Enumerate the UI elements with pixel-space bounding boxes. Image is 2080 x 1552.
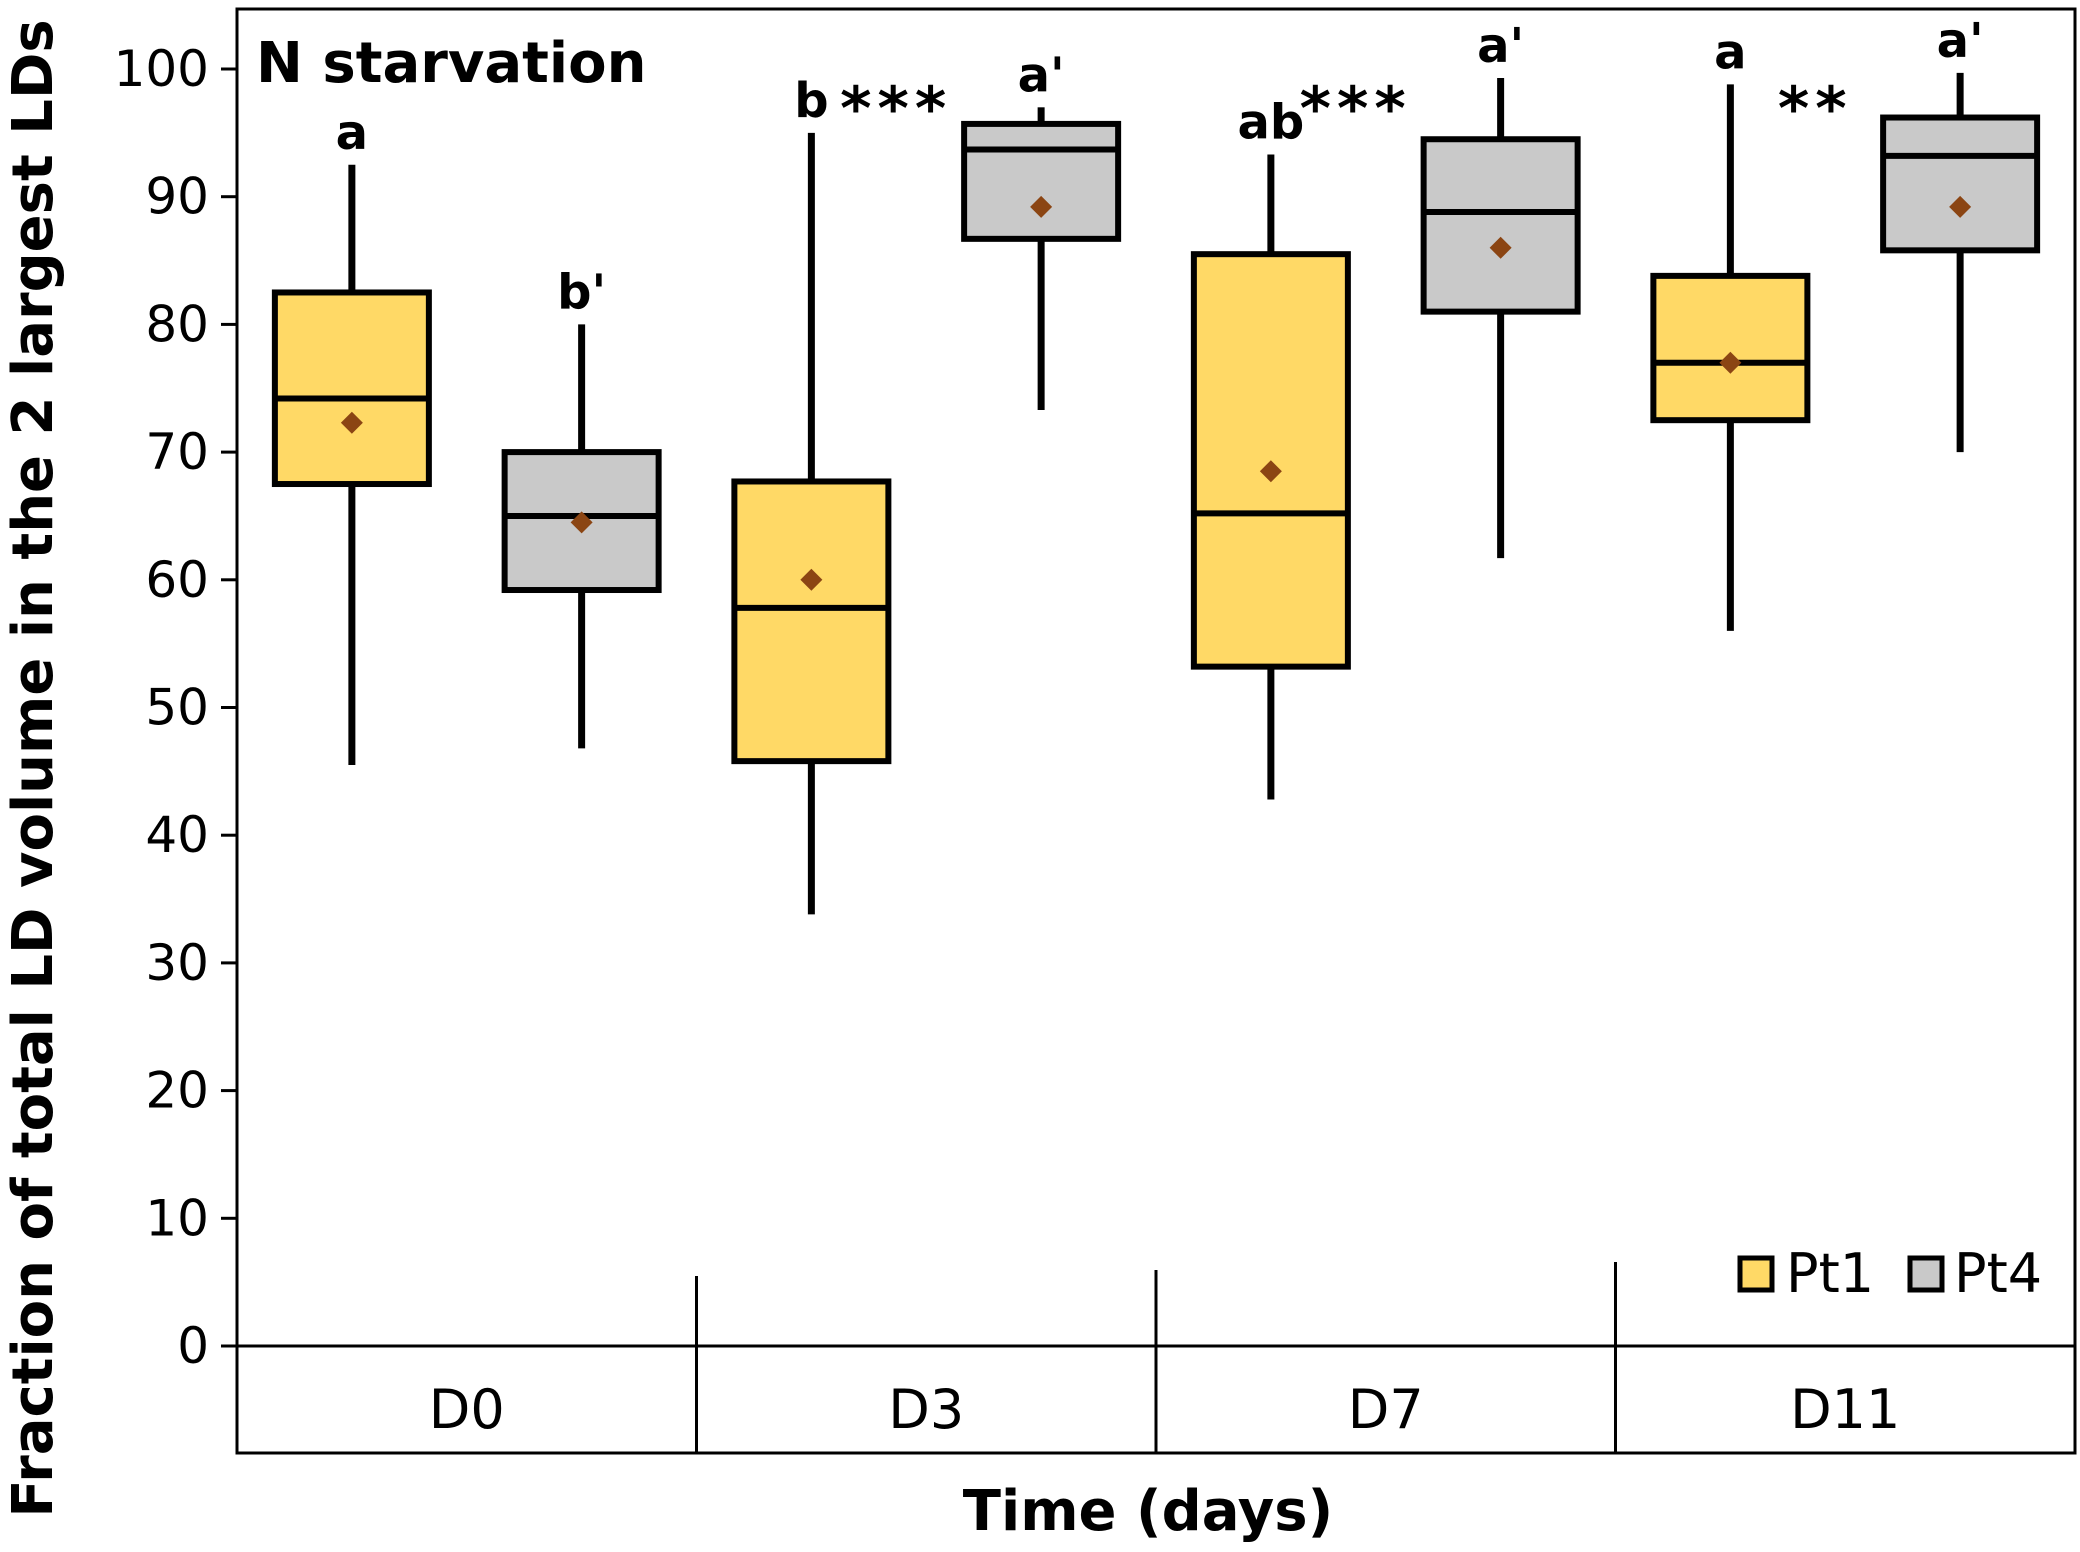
legend-label-pt4: Pt4 (1954, 1242, 2042, 1305)
significance-letter: a (1714, 24, 1746, 80)
legend: Pt1 Pt4 (1737, 1242, 2042, 1305)
legend-swatch-pt1 (1737, 1255, 1775, 1293)
y-tick-label: 20 (145, 1062, 209, 1120)
box-pt4-d0 (501, 324, 662, 749)
y-tick-label: 30 (145, 934, 209, 992)
box-pt4-d3 (961, 107, 1122, 410)
mean-marker (570, 511, 593, 534)
mean-marker (800, 568, 823, 591)
legend-label-pt1: Pt1 (1786, 1242, 1874, 1305)
y-axis-title: Fraction of total LD volume in the 2 lar… (1, 0, 66, 1518)
box-pt4-d7 (1420, 77, 1581, 559)
y-tick-label: 80 (145, 295, 209, 353)
significance-letter: a' (1937, 13, 1984, 69)
x-category-label: D7 (1348, 1378, 1424, 1441)
box-iqr (1880, 114, 2041, 254)
y-tick-label: 10 (145, 1189, 209, 1247)
significance-letter: a (336, 105, 368, 161)
x-category-label: D11 (1790, 1378, 1900, 1441)
box-pt4-d11 (1880, 72, 2041, 453)
x-axis-title: Time (days) (963, 1479, 1333, 1544)
box-iqr (501, 449, 662, 594)
mean-marker (1489, 236, 1512, 259)
box-iqr (731, 478, 892, 765)
box-pt1-d7 (1190, 154, 1351, 800)
box-iqr (271, 289, 432, 488)
box-layer (271, 72, 2041, 915)
axis-layer: 0 10 20 30 40 50 60 70 80 90 100 D0 D3 D7 D11 (114, 40, 2075, 1453)
box-iqr (961, 120, 1122, 242)
significance-stars: ** (1778, 74, 1853, 144)
box-pt1-d0 (271, 164, 432, 765)
x-category-label: D0 (429, 1378, 505, 1441)
significance-stars: *** (840, 74, 952, 144)
mean-marker (1949, 195, 1972, 218)
significance-letter: b (794, 73, 828, 129)
y-tick-label: 0 (177, 1317, 209, 1375)
significance-letter: a' (1477, 18, 1524, 74)
mean-marker (1259, 460, 1282, 483)
y-tick-label: 50 (145, 679, 209, 737)
box-iqr (1190, 251, 1351, 670)
box-iqr (1420, 136, 1581, 315)
box-pt1-d11 (1650, 84, 1811, 631)
mean-marker (1719, 351, 1742, 374)
y-tick-label: 70 (145, 423, 209, 481)
mean-marker (1030, 195, 1053, 218)
y-tick-label: 40 (145, 806, 209, 864)
plot-frame (235, 7, 2077, 1455)
mean-marker (340, 411, 363, 434)
legend-swatch-pt4 (1907, 1255, 1945, 1293)
significance-letter: b' (557, 264, 606, 320)
box-pt1-d3 (731, 132, 892, 915)
y-tick-label: 60 (145, 551, 209, 609)
y-tick-label: 100 (114, 40, 209, 98)
plot-title: N starvation (256, 31, 646, 96)
significance-letter: ab (1238, 95, 1305, 151)
significance-letter: a' (1018, 47, 1065, 103)
x-category-label: D3 (888, 1378, 964, 1441)
box-iqr (1650, 272, 1811, 424)
significance-stars: *** (1300, 74, 1412, 144)
y-tick-label: 90 (145, 168, 209, 226)
